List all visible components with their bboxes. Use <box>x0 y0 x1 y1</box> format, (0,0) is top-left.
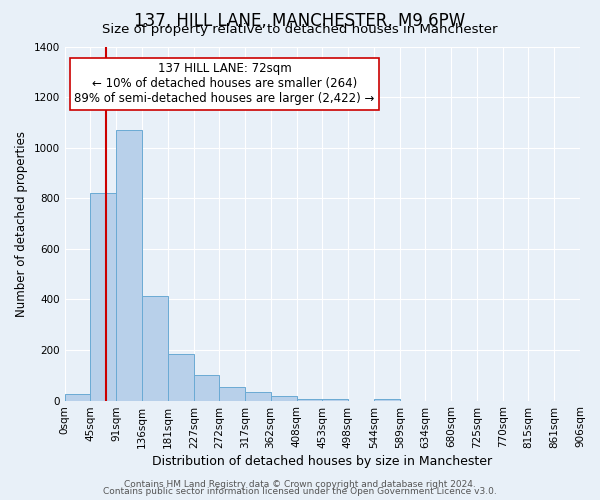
Text: 137 HILL LANE: 72sqm
← 10% of detached houses are smaller (264)
89% of semi-deta: 137 HILL LANE: 72sqm ← 10% of detached h… <box>74 62 374 106</box>
Text: 137, HILL LANE, MANCHESTER, M9 6PW: 137, HILL LANE, MANCHESTER, M9 6PW <box>134 12 466 30</box>
Bar <box>220 386 245 400</box>
Bar <box>65 394 90 400</box>
Bar <box>271 396 297 400</box>
Bar <box>167 354 194 401</box>
Y-axis label: Number of detached properties: Number of detached properties <box>15 130 28 316</box>
Text: Size of property relative to detached houses in Manchester: Size of property relative to detached ho… <box>102 22 498 36</box>
X-axis label: Distribution of detached houses by size in Manchester: Distribution of detached houses by size … <box>152 454 493 468</box>
Bar <box>245 392 271 400</box>
Text: Contains public sector information licensed under the Open Government Licence v3: Contains public sector information licen… <box>103 487 497 496</box>
Bar <box>194 376 220 400</box>
Bar <box>90 193 116 400</box>
Bar <box>116 130 142 400</box>
Text: Contains HM Land Registry data © Crown copyright and database right 2024.: Contains HM Land Registry data © Crown c… <box>124 480 476 489</box>
Bar <box>142 296 167 401</box>
